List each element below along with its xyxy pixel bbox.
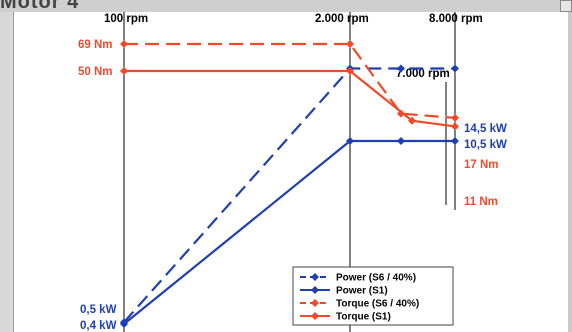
legend-swatch-marker-2 xyxy=(311,299,319,307)
rpm-label-7000: 7.000 rpm xyxy=(396,68,450,80)
power-s1-start-label: 0,4 kW xyxy=(80,320,117,332)
series-3 xyxy=(120,67,459,131)
power-s1-max-label: 10,5 kW xyxy=(464,139,507,151)
series-3-point-3 xyxy=(451,122,459,131)
legend-items: Power (S6 / 40%) Power (S1) Torque (S6 / 4… xyxy=(300,273,419,323)
legend-label-3: Torque (S1) xyxy=(336,312,391,323)
legend-label-2: Torque (S6 / 40%) xyxy=(336,299,419,310)
series-1 xyxy=(120,137,459,328)
rpm-label-2000: 2.000 rpm xyxy=(315,13,369,25)
series-1-point-1 xyxy=(346,137,354,145)
series-1-point-3 xyxy=(451,137,459,145)
torque-s6-end-label: 17 Nm xyxy=(464,159,499,171)
series-3-point-1 xyxy=(346,67,354,75)
series-2-point-1 xyxy=(346,40,354,48)
rpm-label-100: 100 rpm xyxy=(104,13,148,25)
series-3-point-0 xyxy=(120,67,128,75)
page-title: Motor 4 xyxy=(0,0,80,13)
rpm-label-8000: 8.000 rpm xyxy=(429,13,483,25)
torque-s1-end-label: 11 Nm xyxy=(464,196,498,208)
torque-s1-max-label: 50 Nm xyxy=(78,66,113,78)
left-ruler xyxy=(0,12,14,332)
series-2 xyxy=(120,40,459,122)
series-1-point-2 xyxy=(397,137,405,145)
chart-area xyxy=(14,12,568,332)
legend-swatch-marker-3 xyxy=(311,312,319,320)
series-2-point-3 xyxy=(451,113,459,122)
power-s6-max-label: 14,5 kW xyxy=(464,123,507,135)
legend-swatch-marker-1 xyxy=(311,286,319,294)
legend-label-0: Power (S6 / 40%) xyxy=(336,273,416,284)
series-1-point-0 xyxy=(120,320,128,328)
legend-swatch-marker-0 xyxy=(311,273,319,281)
title-strip: Motor 4 xyxy=(0,0,572,13)
series-line-1 xyxy=(123,139,455,325)
series-0-point-3 xyxy=(451,64,459,73)
series-line-2 xyxy=(124,42,456,119)
power-s6-start-label: 0,5 kW xyxy=(80,304,117,316)
series-line-3 xyxy=(124,69,456,128)
series-line-0 xyxy=(123,67,455,323)
series-0-point-2 xyxy=(397,64,405,73)
legend-label-1: Power (S1) xyxy=(336,286,388,297)
series-layer xyxy=(120,40,459,328)
series-3-point-2 xyxy=(408,116,416,125)
torque-s6-max-label: 69 Nm xyxy=(78,39,113,51)
chart-legend: Power (S6 / 40%) Power (S1) Torque (S6 / 4… xyxy=(292,266,454,326)
series-2-point-0 xyxy=(120,40,128,48)
